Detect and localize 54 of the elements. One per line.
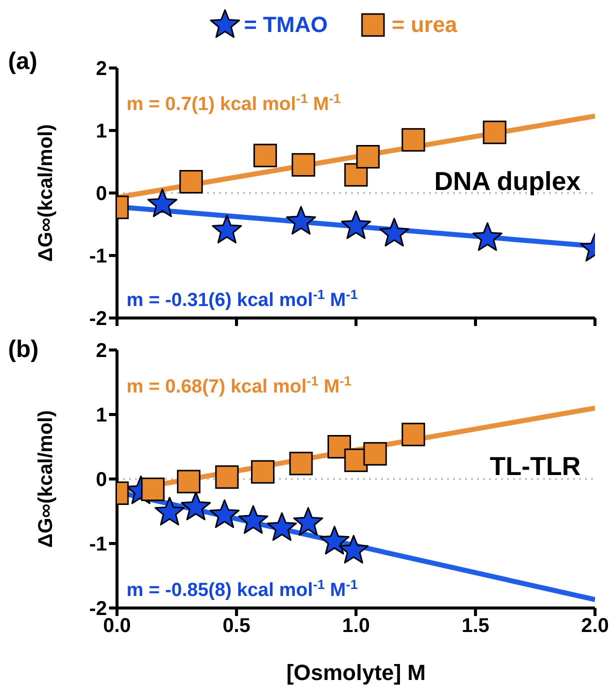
point	[356, 145, 380, 168]
x-tick-label: 1.0	[342, 615, 370, 638]
y-tick-label: 0	[96, 469, 107, 492]
point	[292, 153, 316, 177]
chart-title: (a)	[8, 48, 38, 76]
point	[176, 470, 200, 494]
point	[212, 214, 242, 244]
point	[238, 505, 268, 534]
point	[215, 465, 239, 489]
annotation: m = 0.7(1) kcal mol$^{-1}$ M$^{-1}$	[126, 90, 342, 115]
y-tick-label: 1	[96, 404, 107, 427]
point	[363, 442, 387, 466]
x-tick-label: 2.0	[581, 615, 609, 638]
annotation: m = 0.68(7) kcal mol$^{-1}$ M$^{-1}$	[126, 373, 352, 398]
point	[402, 422, 426, 446]
point	[293, 507, 324, 536]
y-axis-title: ΔG∞(kcal/mol)	[35, 124, 58, 262]
legend-label: = urea	[392, 12, 458, 38]
point	[266, 512, 297, 541]
annotation: TL-TLR	[490, 451, 581, 482]
legend-label: = TMAO	[244, 12, 328, 38]
point	[289, 452, 313, 476]
point	[179, 170, 203, 194]
point	[472, 222, 502, 251]
x-tick-label: 1.5	[462, 615, 490, 638]
y-tick-label: -1	[89, 246, 107, 268]
point	[482, 120, 506, 144]
point	[141, 478, 165, 502]
annotation: m = -0.31(6) kcal mol$^{-1}$ M$^{-1}$	[126, 286, 358, 311]
y-tick-label: 2	[96, 58, 107, 80]
point	[338, 534, 369, 564]
point	[340, 210, 372, 240]
point	[286, 206, 316, 235]
x-tick-label: 0.5	[222, 615, 250, 638]
point	[251, 460, 275, 484]
point	[319, 526, 350, 554]
annotation: DNA duplex	[434, 166, 582, 196]
chart-title: (b)	[8, 336, 39, 364]
point	[379, 218, 410, 247]
y-tick-label: -2	[89, 308, 107, 330]
y-tick-label: -1	[89, 534, 107, 556]
y-tick-label: 1	[96, 120, 107, 143]
x-tick-label: 0.0	[103, 615, 131, 638]
point	[402, 128, 426, 152]
point	[147, 188, 178, 218]
y-axis-title: ΔG∞(kcal/mol)	[35, 410, 58, 548]
point	[154, 496, 185, 526]
point	[180, 492, 211, 520]
point	[210, 499, 240, 528]
point	[253, 144, 277, 168]
x-axis-title: [Osmolyte] M	[286, 660, 426, 685]
y-tick-label: 0	[96, 183, 107, 206]
annotation: m = -0.85(8) kcal mol$^{-1}$ M$^{-1}$	[126, 576, 358, 601]
y-tick-label: 2	[96, 340, 107, 362]
